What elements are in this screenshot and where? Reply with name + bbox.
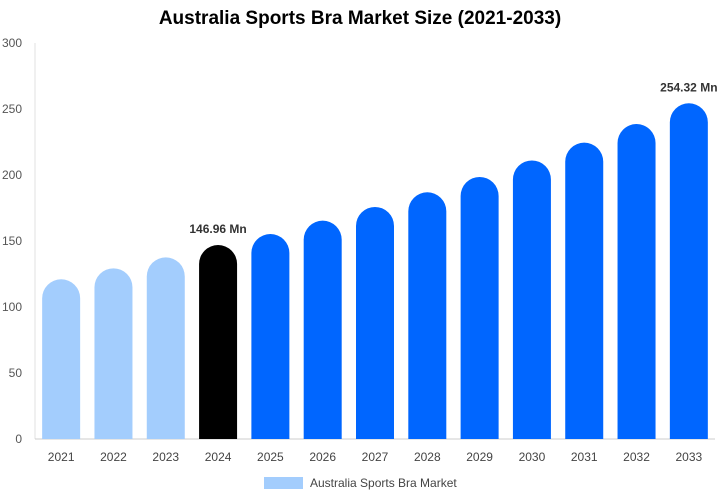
x-tick-label: 2027: [362, 450, 389, 464]
y-tick-label: 150: [2, 234, 22, 248]
bar: [669, 103, 708, 439]
legend-label: Australia Sports Bra Market: [310, 476, 457, 490]
y-tick-label: 250: [2, 102, 22, 116]
y-tick-label: 100: [2, 300, 22, 314]
legend[interactable]: Australia Sports Bra Market: [264, 476, 457, 490]
x-tick-label: 2025: [257, 450, 284, 464]
x-tick-label: 2026: [309, 450, 336, 464]
x-tick-label: 2032: [623, 450, 650, 464]
x-tick-label: 2033: [675, 450, 702, 464]
bar: [512, 160, 551, 440]
bar: [565, 142, 604, 439]
x-tick-label: 2031: [571, 450, 598, 464]
x-tick-label: 2029: [466, 450, 493, 464]
x-tick-label: 2030: [519, 450, 546, 464]
bar: [303, 220, 342, 439]
bar: [251, 234, 290, 439]
bar: [42, 279, 81, 439]
bar: [408, 192, 447, 439]
x-tick-label: 2022: [100, 450, 127, 464]
bar: [199, 245, 238, 439]
y-tick-label: 300: [2, 36, 22, 50]
y-tick-label: 200: [2, 168, 22, 182]
bar: [617, 124, 656, 439]
legend-swatch: [264, 477, 303, 489]
y-tick-label: 0: [15, 432, 22, 446]
data-label: 146.96 Mn: [189, 222, 246, 236]
x-tick-label: 2021: [48, 450, 75, 464]
bar: [146, 257, 185, 439]
bar: [94, 268, 133, 439]
bar: [356, 206, 394, 439]
x-tick-label: 2028: [414, 450, 441, 464]
bar: [460, 176, 499, 440]
x-tick-label: 2024: [205, 450, 232, 464]
data-label: 254.32 Mn: [660, 80, 717, 94]
y-tick-label: 50: [9, 366, 23, 380]
chart-title: Australia Sports Bra Market Size (2021-2…: [158, 8, 562, 29]
x-tick-label: 2023: [152, 450, 179, 464]
